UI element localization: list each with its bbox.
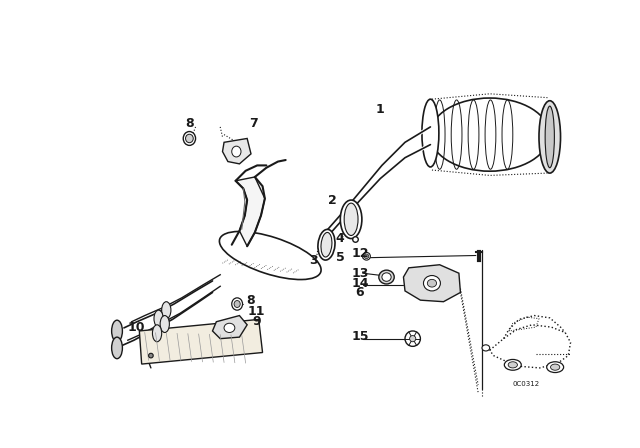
Ellipse shape bbox=[547, 362, 564, 373]
Ellipse shape bbox=[220, 232, 321, 280]
Ellipse shape bbox=[340, 200, 362, 238]
Text: 9: 9 bbox=[253, 315, 261, 328]
Ellipse shape bbox=[504, 359, 521, 370]
Ellipse shape bbox=[162, 302, 171, 319]
Ellipse shape bbox=[344, 203, 358, 236]
Ellipse shape bbox=[232, 146, 241, 157]
Ellipse shape bbox=[318, 229, 335, 260]
Text: 8: 8 bbox=[186, 116, 194, 129]
Ellipse shape bbox=[148, 353, 153, 358]
Ellipse shape bbox=[321, 233, 332, 257]
Ellipse shape bbox=[379, 270, 394, 284]
Ellipse shape bbox=[183, 132, 196, 146]
Ellipse shape bbox=[111, 320, 122, 342]
Ellipse shape bbox=[405, 331, 420, 346]
Text: 13: 13 bbox=[351, 267, 369, 280]
Ellipse shape bbox=[364, 254, 369, 258]
Ellipse shape bbox=[430, 98, 549, 171]
Polygon shape bbox=[236, 177, 265, 246]
Ellipse shape bbox=[545, 106, 554, 168]
Text: 0C0312: 0C0312 bbox=[513, 381, 540, 388]
Text: 2: 2 bbox=[328, 194, 337, 207]
Text: 12: 12 bbox=[351, 247, 369, 260]
Text: 3: 3 bbox=[308, 254, 317, 267]
Ellipse shape bbox=[234, 301, 240, 307]
Ellipse shape bbox=[152, 325, 162, 342]
Ellipse shape bbox=[539, 101, 561, 173]
Ellipse shape bbox=[224, 323, 235, 332]
Ellipse shape bbox=[550, 364, 560, 370]
Ellipse shape bbox=[160, 315, 170, 332]
Ellipse shape bbox=[424, 276, 440, 291]
Ellipse shape bbox=[428, 280, 436, 287]
Ellipse shape bbox=[410, 336, 416, 342]
Ellipse shape bbox=[186, 134, 193, 143]
Ellipse shape bbox=[111, 337, 122, 359]
Ellipse shape bbox=[382, 273, 391, 281]
Ellipse shape bbox=[422, 99, 439, 167]
Text: 8: 8 bbox=[246, 293, 255, 307]
Text: 11: 11 bbox=[247, 305, 265, 318]
Polygon shape bbox=[140, 319, 262, 364]
Text: 15: 15 bbox=[351, 330, 369, 343]
Text: 10: 10 bbox=[128, 321, 145, 334]
Ellipse shape bbox=[363, 252, 371, 260]
Polygon shape bbox=[212, 315, 247, 339]
Polygon shape bbox=[403, 265, 460, 302]
Ellipse shape bbox=[508, 362, 517, 368]
Text: 5: 5 bbox=[336, 251, 344, 264]
Polygon shape bbox=[223, 138, 251, 164]
Text: 7: 7 bbox=[250, 116, 258, 129]
Ellipse shape bbox=[154, 310, 163, 327]
Text: 1: 1 bbox=[376, 103, 385, 116]
Ellipse shape bbox=[232, 298, 243, 310]
Ellipse shape bbox=[482, 345, 490, 351]
Text: 14: 14 bbox=[351, 277, 369, 290]
Text: 4: 4 bbox=[336, 232, 344, 245]
Text: 6: 6 bbox=[355, 286, 364, 299]
